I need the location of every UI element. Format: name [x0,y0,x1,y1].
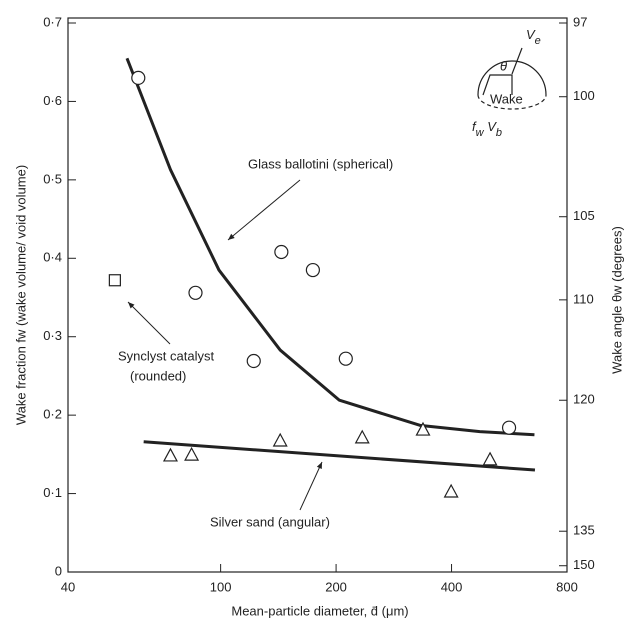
y2-axis-label: Wake angle θw (degrees) [609,226,624,374]
data-point [338,351,353,366]
data-point [272,432,288,447]
y-tick-label: 0·3 [43,328,62,343]
y2-tick-label: 110 [573,291,594,306]
fit-line [125,57,535,437]
inset-velocity: Ve [526,27,541,46]
x-tick-label: 200 [325,579,347,594]
y2-tick-label: 120 [573,392,595,407]
inset-wake: Wake [490,91,523,106]
y-tick-label: 0 [55,563,62,578]
x-axis-label: Mean-particle diameter, d̄ (μm) [231,603,408,618]
data-point [108,274,121,287]
arrow-head [316,462,322,469]
y2-tick-label: 150 [573,557,595,572]
y-tick-label: 0·2 [43,407,62,422]
x-tick-label: 100 [210,579,232,594]
inset-subscript: e [535,35,541,47]
data-point [354,429,370,444]
annotation: (rounded) [130,368,186,383]
data-point [482,451,498,466]
inset-text: f [472,119,477,134]
angle-lines [482,74,513,96]
y2-tick-label: 105 [573,208,595,223]
annotation-arrow [299,461,323,511]
y-tick-label: 0·1 [43,485,62,500]
y2-tick-label: 135 [573,523,595,538]
inset-subscript: w [476,127,485,139]
bubble-outline [477,60,547,96]
data-point [274,244,289,260]
annotation-arrow [227,179,301,241]
data-point [184,446,200,461]
annotation-arrow [127,301,171,345]
annotation: Silver sand (angular) [210,514,330,529]
inset-wake-volume: fw Vb [472,119,502,138]
arrow-head [228,233,235,240]
inset-text: V [526,27,536,42]
data-point [443,483,459,498]
data-point [131,70,146,86]
y-tick-label: 0·5 [43,171,62,186]
data-point [246,353,261,369]
inset-angle: θ [500,58,507,73]
velocity-arrow [511,47,523,75]
x-tick-label: 40 [61,579,75,594]
y-tick-label: 0·4 [43,250,62,265]
data-point [162,447,178,462]
annotation: Synclyst catalyst [118,348,214,363]
data-point [188,285,203,300]
data-point [415,421,431,436]
wake-boundary [477,94,547,110]
data-point [305,262,320,278]
y-axis-label: Wake fraction fw (wake volume/ void volu… [13,165,28,425]
inset: θ Ve Wake fw Vb [472,27,547,139]
arrow-head [128,302,135,309]
inset-text: V [484,119,498,134]
inset-subscript: b [496,127,502,139]
plot-frame [67,17,568,573]
x-tick-label: 800 [556,579,578,594]
x-tick-label: 400 [441,579,463,594]
y2-tick-label: 100 [573,88,595,103]
annotation: Glass ballotini (spherical) [248,156,393,171]
y-tick-label: 0·6 [43,93,62,108]
y2-tick-label: 97 [573,14,587,29]
fit-line [143,440,536,472]
data-point [501,420,517,435]
y-tick-label: 0·7 [43,14,62,29]
